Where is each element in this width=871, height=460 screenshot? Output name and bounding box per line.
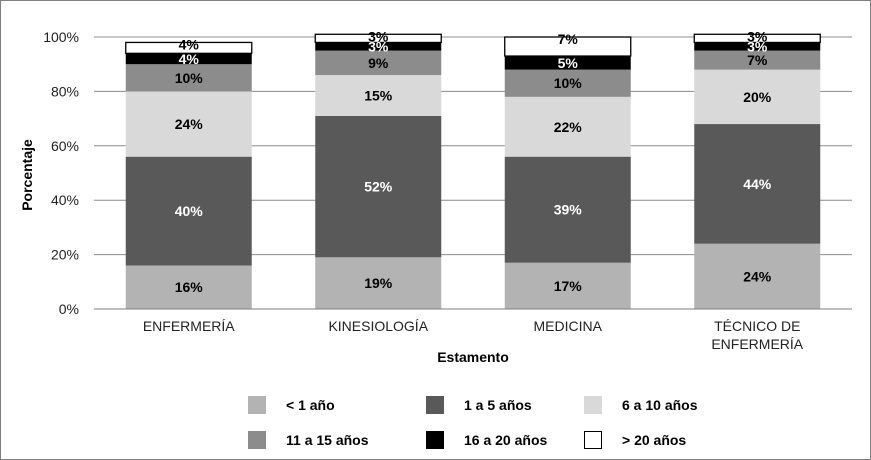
data-label: 20% xyxy=(743,89,772,105)
y-tick-label: 100% xyxy=(43,29,79,45)
data-label: 7% xyxy=(558,31,579,47)
bar-segment xyxy=(504,262,631,309)
bar-segment xyxy=(504,36,632,57)
data-label: 9% xyxy=(368,55,389,71)
bar-segment xyxy=(504,156,631,263)
data-label: 10% xyxy=(175,70,204,86)
y-tick-label: 40% xyxy=(51,192,79,208)
data-label: 3% xyxy=(368,28,389,44)
legend-swatch xyxy=(584,396,602,414)
data-label: 22% xyxy=(554,119,583,135)
legend-swatch xyxy=(426,431,444,449)
legend-item: < 1 año xyxy=(248,396,335,414)
legend-swatch xyxy=(248,396,266,414)
bar-segment xyxy=(315,42,442,51)
bar-segment xyxy=(504,96,631,157)
legend-swatch xyxy=(584,431,602,449)
bar-segment xyxy=(693,33,821,44)
bar-segment xyxy=(125,156,252,266)
data-label: 24% xyxy=(743,268,772,284)
x-axis-title: Estamento xyxy=(437,349,509,365)
x-category-label: ENFERMERÍA xyxy=(143,318,235,334)
data-label: 15% xyxy=(364,87,393,103)
legend-item: 6 a 10 años xyxy=(584,396,698,414)
legend-item: 11 a 15 años xyxy=(248,431,369,449)
legend-label: 11 a 15 años xyxy=(286,432,369,448)
legend-label: > 20 años xyxy=(622,432,687,448)
bar-segment xyxy=(125,41,253,54)
data-label: 4% xyxy=(179,51,200,67)
bar-segment xyxy=(314,33,442,44)
bar-segment xyxy=(315,50,442,76)
legend-item: 16 a 20 años xyxy=(426,431,547,449)
x-category-label: MEDICINA xyxy=(534,318,603,334)
bar-segment xyxy=(315,115,442,258)
y-tick-label: 80% xyxy=(51,83,79,99)
legend-label: 6 a 10 años xyxy=(622,397,698,413)
bar-segment xyxy=(694,42,821,51)
data-label: 19% xyxy=(364,275,393,291)
legend-swatch xyxy=(248,431,266,449)
y-tick-label: 20% xyxy=(51,247,79,263)
bar-segment xyxy=(315,257,442,309)
y-tick-label: 60% xyxy=(51,138,79,154)
data-label: 4% xyxy=(179,36,200,52)
legend-swatch xyxy=(426,396,444,414)
data-label: 7% xyxy=(747,52,768,68)
y-axis-ticks: 0% 20% 40% 60% 80% 100% xyxy=(43,29,79,317)
bar-segment xyxy=(694,69,821,125)
bar-segment xyxy=(125,265,252,309)
legend-label: 16 a 20 años xyxy=(464,432,548,448)
data-label: 5% xyxy=(558,55,579,71)
legend-label: 1 a 5 años xyxy=(464,397,532,413)
x-category-label: TÉCNICO DE ENFERMERÍA xyxy=(711,318,803,352)
data-label: 24% xyxy=(175,116,204,132)
x-axis-categories: ENFERMERÍA KINESIOLOGÍA MEDICINA TÉCNICO DE… xyxy=(143,318,804,352)
data-label: 3% xyxy=(368,39,389,55)
legend: < 1 año 1 a 5 años 6 a 10 años 11 a 15 años… xyxy=(248,396,768,456)
data-label: 17% xyxy=(554,278,583,294)
bar-segment xyxy=(504,56,631,70)
bar-segment xyxy=(125,64,252,92)
legend-label: < 1 año xyxy=(286,397,335,413)
legend-item: > 20 años xyxy=(584,431,686,449)
bar-segment xyxy=(504,69,631,97)
y-tick-label: 0% xyxy=(59,301,79,317)
data-label: 16% xyxy=(175,279,204,295)
bar-segment xyxy=(125,53,252,65)
bars xyxy=(125,33,821,309)
bar-segment xyxy=(694,50,821,70)
bar-segment xyxy=(694,243,821,309)
data-label: 3% xyxy=(747,28,768,44)
data-labels: 16%40%24%10%4%4%19%52%15%9%3%3%17%39%22%… xyxy=(175,28,772,295)
data-label: 40% xyxy=(175,203,204,219)
legend-item: 1 a 5 años xyxy=(426,396,532,414)
data-label: 52% xyxy=(364,179,393,195)
data-label: 10% xyxy=(554,75,583,91)
data-label: 39% xyxy=(554,202,583,218)
y-axis-title: Porcentaje xyxy=(19,139,35,211)
bar-segment xyxy=(315,75,442,116)
bar-segment xyxy=(694,124,821,244)
data-label: 3% xyxy=(747,39,768,55)
data-label: 44% xyxy=(743,176,772,192)
bar-segment xyxy=(125,91,252,157)
x-category-label: KINESIOLOGÍA xyxy=(328,318,428,334)
